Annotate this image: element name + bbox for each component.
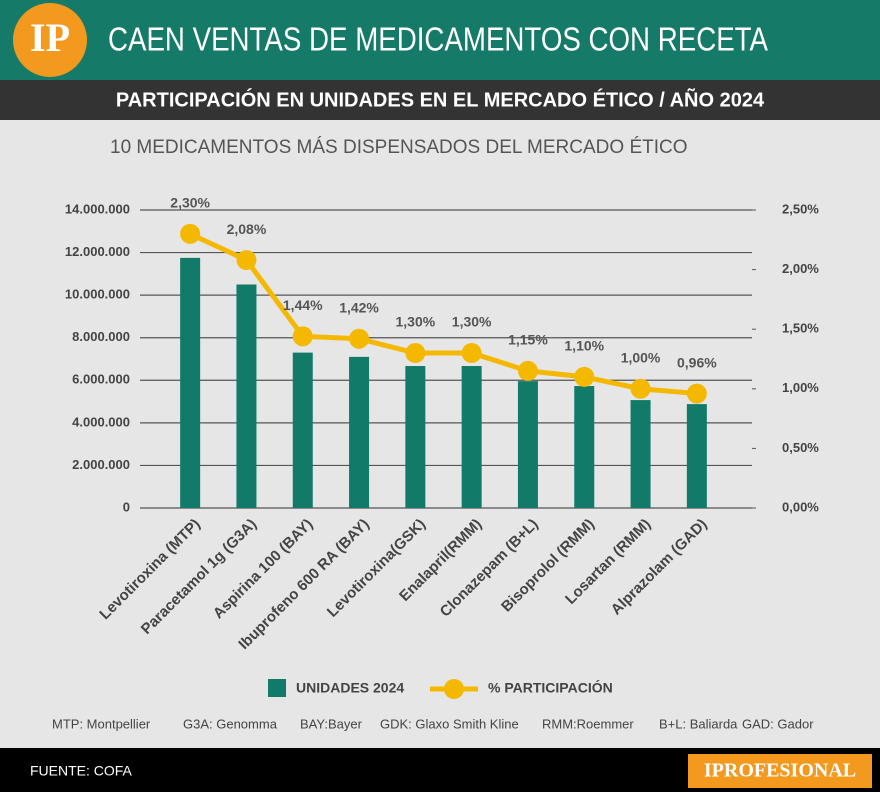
note: G3A: Genomma <box>183 716 278 731</box>
line <box>189 231 698 397</box>
brand: IPROFESIONAL <box>704 760 856 782</box>
data-label: 0,96% <box>677 354 717 370</box>
note: B+L: Baliarda <box>659 716 738 731</box>
data-label: 1,44% <box>283 297 323 313</box>
y-tick-label: 2.000.000 <box>72 457 130 472</box>
chart-title: 10 MEDICAMENTOS MÁS DISPENSADOS DEL MERC… <box>110 137 688 158</box>
legend-label: % PARTICIPACIÓN <box>488 679 613 696</box>
bar <box>349 356 370 508</box>
note: RMM:Roemmer <box>542 716 634 731</box>
data-label: 1,10% <box>564 338 604 354</box>
line-marker <box>180 223 201 244</box>
bar <box>292 352 313 508</box>
line-marker <box>292 326 313 347</box>
note: GDK: Glaxo Smith Kline <box>380 716 519 731</box>
bar <box>686 404 707 508</box>
note: GAD: Gador <box>742 716 814 731</box>
y-tick-label: 6.000.000 <box>72 372 130 387</box>
y2-tick-label: 2,00% <box>782 261 819 276</box>
data-label: 1,42% <box>339 299 379 315</box>
bar <box>180 257 201 508</box>
bar <box>517 381 538 508</box>
bar <box>630 400 651 508</box>
y2-tick-label: 1,00% <box>782 380 819 395</box>
brand-box <box>688 754 872 788</box>
y-tick-label: 0 <box>123 499 130 514</box>
source: FUENTE: COFA <box>30 763 133 779</box>
line-marker <box>630 378 651 399</box>
data-label: 1,30% <box>395 314 435 330</box>
line-marker <box>461 343 482 364</box>
data-label: 1,15% <box>508 332 548 348</box>
bar <box>461 366 482 508</box>
data-label: 2,08% <box>227 221 267 237</box>
y2-tick-label: 0,50% <box>782 440 819 455</box>
line-marker <box>574 366 595 387</box>
y-tick-label: 4.000.000 <box>72 414 130 429</box>
legend-label: UNIDADES 2024 <box>296 680 404 696</box>
line-marker <box>686 383 707 404</box>
y-tick-label: 14.000.000 <box>65 201 130 216</box>
logo-circle <box>13 3 87 77</box>
subtitle-band <box>0 80 880 120</box>
page-title: CAEN VENTAS DE MEDICAMENTOS CON RECETA <box>108 21 768 58</box>
line-marker <box>405 343 426 364</box>
bar <box>574 386 595 508</box>
data-label: 1,30% <box>452 314 492 330</box>
y2-tick-label: 1,50% <box>782 321 819 336</box>
line-marker <box>349 328 370 349</box>
data-label: 1,00% <box>621 350 661 366</box>
data-label: 2,30% <box>170 195 210 211</box>
y-tick-label: 12.000.000 <box>65 244 130 259</box>
chart-background <box>0 120 880 748</box>
bar <box>405 366 426 508</box>
legend-swatch <box>268 679 286 697</box>
header-band <box>0 0 880 80</box>
note: MTP: Montpellier <box>52 716 151 731</box>
subtitle: PARTICIPACIÓN EN UNIDADES EN EL MERCADO … <box>116 87 765 111</box>
logo: IP <box>30 15 70 60</box>
y2-tick-label: 0,00% <box>782 499 819 514</box>
y-tick-label: 8.000.000 <box>72 329 130 344</box>
line-marker <box>517 360 538 381</box>
line-marker <box>236 250 257 271</box>
legend-marker <box>444 679 464 699</box>
bar <box>236 284 257 508</box>
y-tick-label: 10.000.000 <box>65 287 130 302</box>
note: BAY:Bayer <box>300 716 363 731</box>
y2-tick-label: 2,50% <box>782 201 819 216</box>
